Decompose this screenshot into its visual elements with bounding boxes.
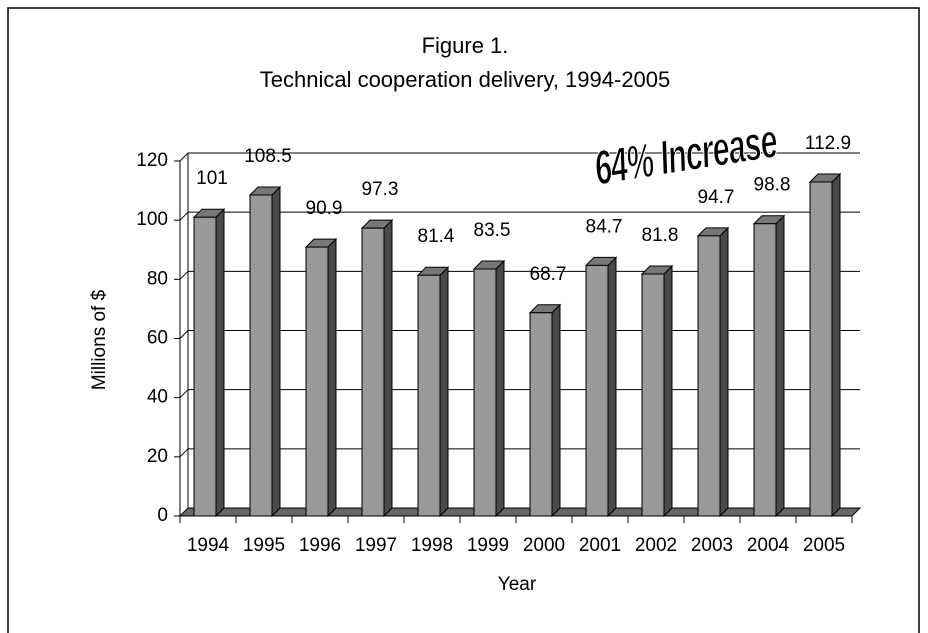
x-tick-label: 2002 <box>635 535 677 556</box>
bar-front <box>585 264 609 517</box>
value-label: 112.9 <box>805 133 851 154</box>
bar <box>752 214 786 518</box>
bar-front <box>193 216 217 517</box>
grid-diag <box>179 448 189 458</box>
y-tick-label: 100 <box>136 209 168 230</box>
value-label: 97.3 <box>362 179 399 200</box>
bar-front <box>809 181 833 517</box>
bar-front <box>361 227 385 517</box>
frame <box>7 7 920 633</box>
bar <box>360 218 394 518</box>
bar <box>304 237 338 518</box>
y-tick-label: 80 <box>147 268 168 289</box>
grid-diag <box>179 152 189 162</box>
bar-side <box>719 226 729 518</box>
y-tick-label: 20 <box>147 446 168 467</box>
grid-diag <box>179 330 189 339</box>
bar <box>472 259 506 518</box>
chart-title: Figure 1. <box>422 33 509 58</box>
grid-diag <box>179 270 189 280</box>
bar-front <box>305 246 329 517</box>
x-tick-label: 2003 <box>691 535 733 556</box>
bar-front <box>641 273 665 517</box>
value-label: 83.5 <box>474 220 511 241</box>
x-tick-label: 2004 <box>747 535 790 556</box>
x-tick-label: 1994 <box>187 535 230 556</box>
bar-side <box>271 185 281 518</box>
x-tick-label: 1997 <box>355 535 397 556</box>
bar-side <box>775 214 785 518</box>
bar-front <box>473 268 497 517</box>
y-tick-label: 40 <box>147 387 168 408</box>
x-axis-label: Year <box>498 574 537 595</box>
value-label: 98.8 <box>754 175 791 196</box>
bar-side <box>663 264 673 518</box>
bar-side <box>439 265 449 518</box>
grid-diag <box>179 211 189 221</box>
bar-side <box>215 208 225 518</box>
x-tick-label: 1998 <box>411 535 453 556</box>
bar-side <box>551 303 561 518</box>
bar <box>528 303 562 518</box>
bar-side <box>607 256 617 518</box>
value-label: 81.4 <box>418 226 455 247</box>
value-label: 68.7 <box>530 264 567 285</box>
x-tick-label: 2001 <box>579 535 621 556</box>
bar-front <box>697 235 721 517</box>
value-label: 94.7 <box>698 187 735 208</box>
bar <box>248 185 282 518</box>
x-tick-label: 2000 <box>523 535 565 556</box>
value-label: 84.7 <box>586 216 623 237</box>
value-label: 101 <box>196 168 228 189</box>
bar <box>808 172 842 518</box>
bar <box>640 264 674 518</box>
y-axis-label: Millions of $ <box>89 289 110 390</box>
y-tick-label: 60 <box>147 328 168 349</box>
bar-front <box>529 312 553 517</box>
x-tick-label: 1999 <box>467 535 509 556</box>
bar <box>584 256 618 518</box>
x-tick-label: 1996 <box>299 535 341 556</box>
x-tick-label: 1995 <box>243 535 285 556</box>
bar-side <box>383 218 393 518</box>
x-tick-label: 2005 <box>803 535 845 556</box>
bar <box>192 208 226 518</box>
bar-front <box>417 274 441 517</box>
y-tick-label: 0 <box>157 505 168 526</box>
value-label: 90.9 <box>306 198 343 219</box>
value-label: 81.8 <box>642 225 679 246</box>
bar-front <box>249 194 273 517</box>
bar <box>416 265 450 518</box>
bar-side <box>327 237 337 518</box>
grid-diag <box>179 389 189 399</box>
bar <box>696 226 730 518</box>
bar-side <box>495 259 505 518</box>
y-tick-label: 120 <box>136 150 168 171</box>
value-label: 108.5 <box>244 146 292 167</box>
bar-front <box>753 223 777 517</box>
annotation: 64% Increase <box>590 113 780 196</box>
bar-side <box>831 172 841 518</box>
chart-subtitle: Technical cooperation delivery, 1994-200… <box>260 67 671 92</box>
